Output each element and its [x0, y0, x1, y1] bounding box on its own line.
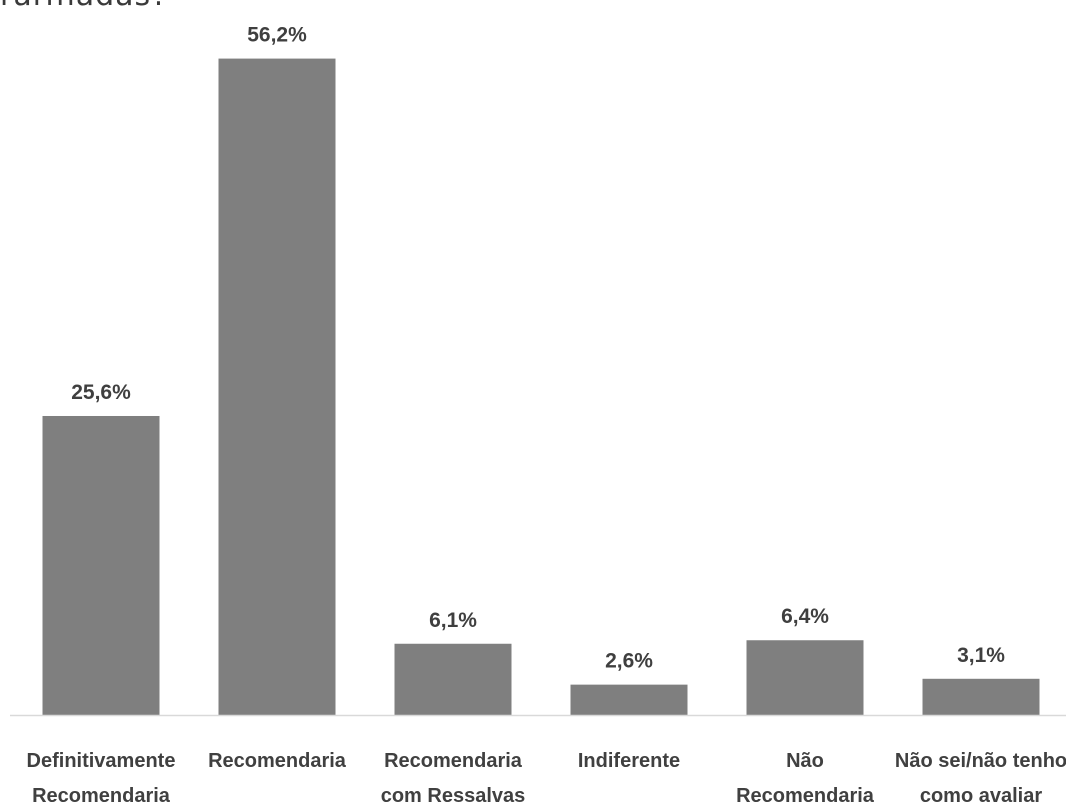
- category-label-6: Não sei/não tenho como avaliar: [895, 750, 1066, 807]
- bar-1: [42, 415, 160, 715]
- category-label-3: Recomendaria com Ressalvas: [381, 750, 526, 807]
- bar-4: [570, 684, 688, 715]
- category-label-2: Recomendaria: [208, 750, 347, 772]
- data-label-4: 2,6%: [605, 650, 653, 673]
- bar-2: [218, 58, 336, 716]
- category-label-1-line-2: Recomendaria: [32, 785, 171, 807]
- category-label-5-line-1: Não: [786, 750, 824, 772]
- value-labels-group: 25,6% 56,2% 6,1% 2,6% 6,4% 3,1%: [71, 24, 1005, 673]
- data-label-2: 56,2%: [247, 24, 307, 47]
- bar-5: [746, 640, 864, 715]
- bar-3: [394, 643, 512, 715]
- bar-6: [922, 678, 1040, 715]
- data-label-1: 25,6%: [71, 381, 131, 404]
- category-label-4: Indiferente: [578, 750, 680, 772]
- category-label-1: Definitivamente Recomendaria: [27, 750, 176, 807]
- category-label-6-line-1: Não sei/não tenho: [895, 750, 1066, 772]
- category-label-4-line-1: Indiferente: [578, 750, 680, 772]
- bars-group: [42, 58, 1040, 716]
- category-label-6-line-2: como avaliar: [920, 785, 1043, 807]
- data-label-5: 6,4%: [781, 605, 829, 628]
- category-label-1-line-1: Definitivamente: [27, 750, 176, 772]
- category-label-3-line-1: Recomendaria: [384, 750, 523, 772]
- chart-title-fragment: rarmadas?: [0, 0, 400, 18]
- category-label-5: Não Recomendaria: [736, 750, 875, 807]
- category-label-2-line-1: Recomendaria: [208, 750, 347, 772]
- data-label-3: 6,1%: [429, 609, 477, 632]
- category-label-5-line-2: Recomendaria: [736, 785, 875, 807]
- category-label-3-line-2: com Ressalvas: [381, 785, 526, 807]
- data-label-6: 3,1%: [957, 644, 1005, 667]
